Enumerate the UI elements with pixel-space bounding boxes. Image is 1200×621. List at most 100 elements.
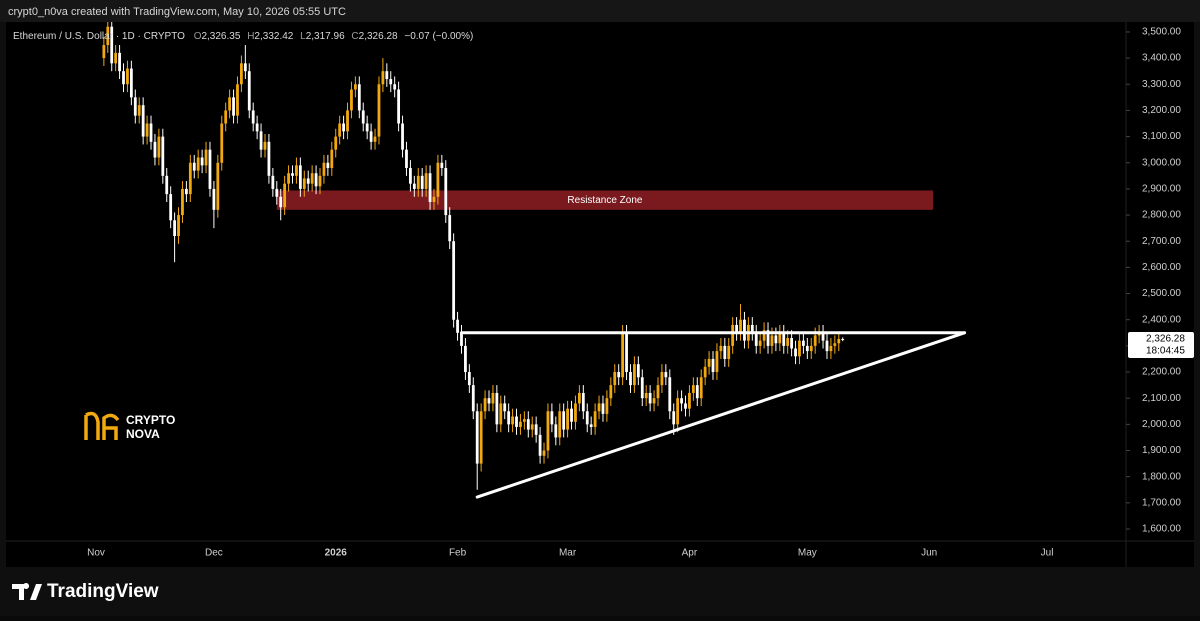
candle-body xyxy=(605,398,609,414)
candle-body xyxy=(798,340,801,357)
candle-body xyxy=(353,84,357,90)
y-tick-label: 3,000.00 xyxy=(1142,157,1181,168)
candle-body xyxy=(224,110,228,124)
candle-body xyxy=(373,136,377,142)
candle-body xyxy=(460,332,463,346)
candle-body xyxy=(145,123,149,137)
candle-body xyxy=(711,358,715,373)
candle-body xyxy=(758,340,762,346)
watermark: CRYPTO NOVA xyxy=(84,411,175,441)
x-tick-label: Dec xyxy=(205,548,223,559)
candle-body xyxy=(310,173,314,184)
candle-body xyxy=(110,26,114,64)
brand-logo xyxy=(12,583,42,600)
candle-body xyxy=(102,45,106,59)
candle-body xyxy=(464,345,467,373)
countdown: 18:04:45 xyxy=(1146,346,1185,357)
candle-body xyxy=(593,411,597,427)
candle-body xyxy=(656,385,660,399)
candle-body xyxy=(554,424,558,438)
y-tick-label: 3,400.00 xyxy=(1142,53,1181,64)
candle-body xyxy=(503,403,507,412)
y-tick-label: 2,100.00 xyxy=(1142,393,1181,404)
x-tick-label: Mar xyxy=(559,548,577,559)
candle-body xyxy=(542,450,546,456)
candle-body xyxy=(629,372,632,386)
candle-body xyxy=(774,335,778,344)
candle-body xyxy=(306,178,310,184)
candle-body xyxy=(409,167,412,184)
candle-body xyxy=(695,385,699,399)
zone-label: Resistance Zone xyxy=(567,195,642,206)
candle-body xyxy=(809,345,813,352)
candle-body xyxy=(589,424,593,427)
candle-body xyxy=(534,424,538,435)
candle-body xyxy=(479,411,483,464)
candle-body xyxy=(330,149,334,168)
candle-body xyxy=(302,178,306,189)
candle-body xyxy=(743,319,746,341)
candle-body xyxy=(735,324,738,333)
candle-body xyxy=(837,338,841,344)
candle-body xyxy=(126,68,129,85)
candle-body xyxy=(157,136,161,158)
candle-body xyxy=(813,335,817,346)
candle-body xyxy=(739,319,742,333)
candle-body xyxy=(562,411,566,430)
candle-body xyxy=(279,196,283,208)
candle-body xyxy=(369,131,373,142)
candle-body xyxy=(267,141,271,176)
legend-low: 2,317.96 xyxy=(306,31,345,42)
candle-body xyxy=(133,97,137,116)
candle-body xyxy=(137,105,141,116)
x-tick-label: 2026 xyxy=(325,548,348,559)
candle-body xyxy=(342,123,345,132)
candle-body xyxy=(570,408,573,422)
candle-body xyxy=(338,123,342,137)
candle-body xyxy=(794,348,797,357)
candle-body xyxy=(165,175,169,195)
candle-body xyxy=(522,419,526,422)
candle-body xyxy=(483,398,487,412)
y-tick-label: 1,800.00 xyxy=(1142,471,1181,482)
chart-area xyxy=(6,22,1194,567)
candle-body xyxy=(334,136,338,150)
candle-body xyxy=(385,71,389,80)
candle-body xyxy=(829,345,833,352)
candle-body xyxy=(314,173,318,187)
y-tick-label: 3,200.00 xyxy=(1142,105,1181,116)
candle-body xyxy=(259,131,263,150)
candle-body xyxy=(173,220,176,237)
candle-body xyxy=(664,372,668,378)
candle-body xyxy=(786,338,790,346)
candle-body xyxy=(212,188,216,210)
candle-body xyxy=(153,141,157,158)
candle-body xyxy=(275,188,279,197)
candle-body xyxy=(169,194,173,221)
candle-body xyxy=(511,416,514,425)
candle-body xyxy=(754,332,758,346)
candle-body xyxy=(444,167,448,216)
candle-body xyxy=(475,411,479,464)
legend: Ethereum / U.S. Dollar · 1D · CRYPTO O2,… xyxy=(13,31,473,42)
x-tick-label: Jul xyxy=(1041,548,1054,559)
x-tick-label: May xyxy=(798,548,817,559)
candle-body xyxy=(291,173,294,176)
candle-body xyxy=(397,89,401,124)
candle-body xyxy=(805,345,809,352)
candle-body xyxy=(456,319,459,333)
candle-body xyxy=(617,372,621,378)
candle-body xyxy=(129,68,133,98)
candle-body xyxy=(530,424,534,430)
candle-body xyxy=(770,335,774,346)
watermark-text: NOVA xyxy=(126,427,160,441)
candle-body xyxy=(287,173,290,184)
candle-body xyxy=(778,332,782,344)
candle-body xyxy=(247,71,251,111)
credit: crypt0_n0va created with TradingView.com… xyxy=(8,6,346,18)
candle-body xyxy=(491,392,495,404)
candle-body xyxy=(766,330,770,346)
candle-body xyxy=(625,332,628,373)
legend-symbol: Ethereum / U.S. Dollar · 1D · CRYPTO xyxy=(13,31,185,42)
